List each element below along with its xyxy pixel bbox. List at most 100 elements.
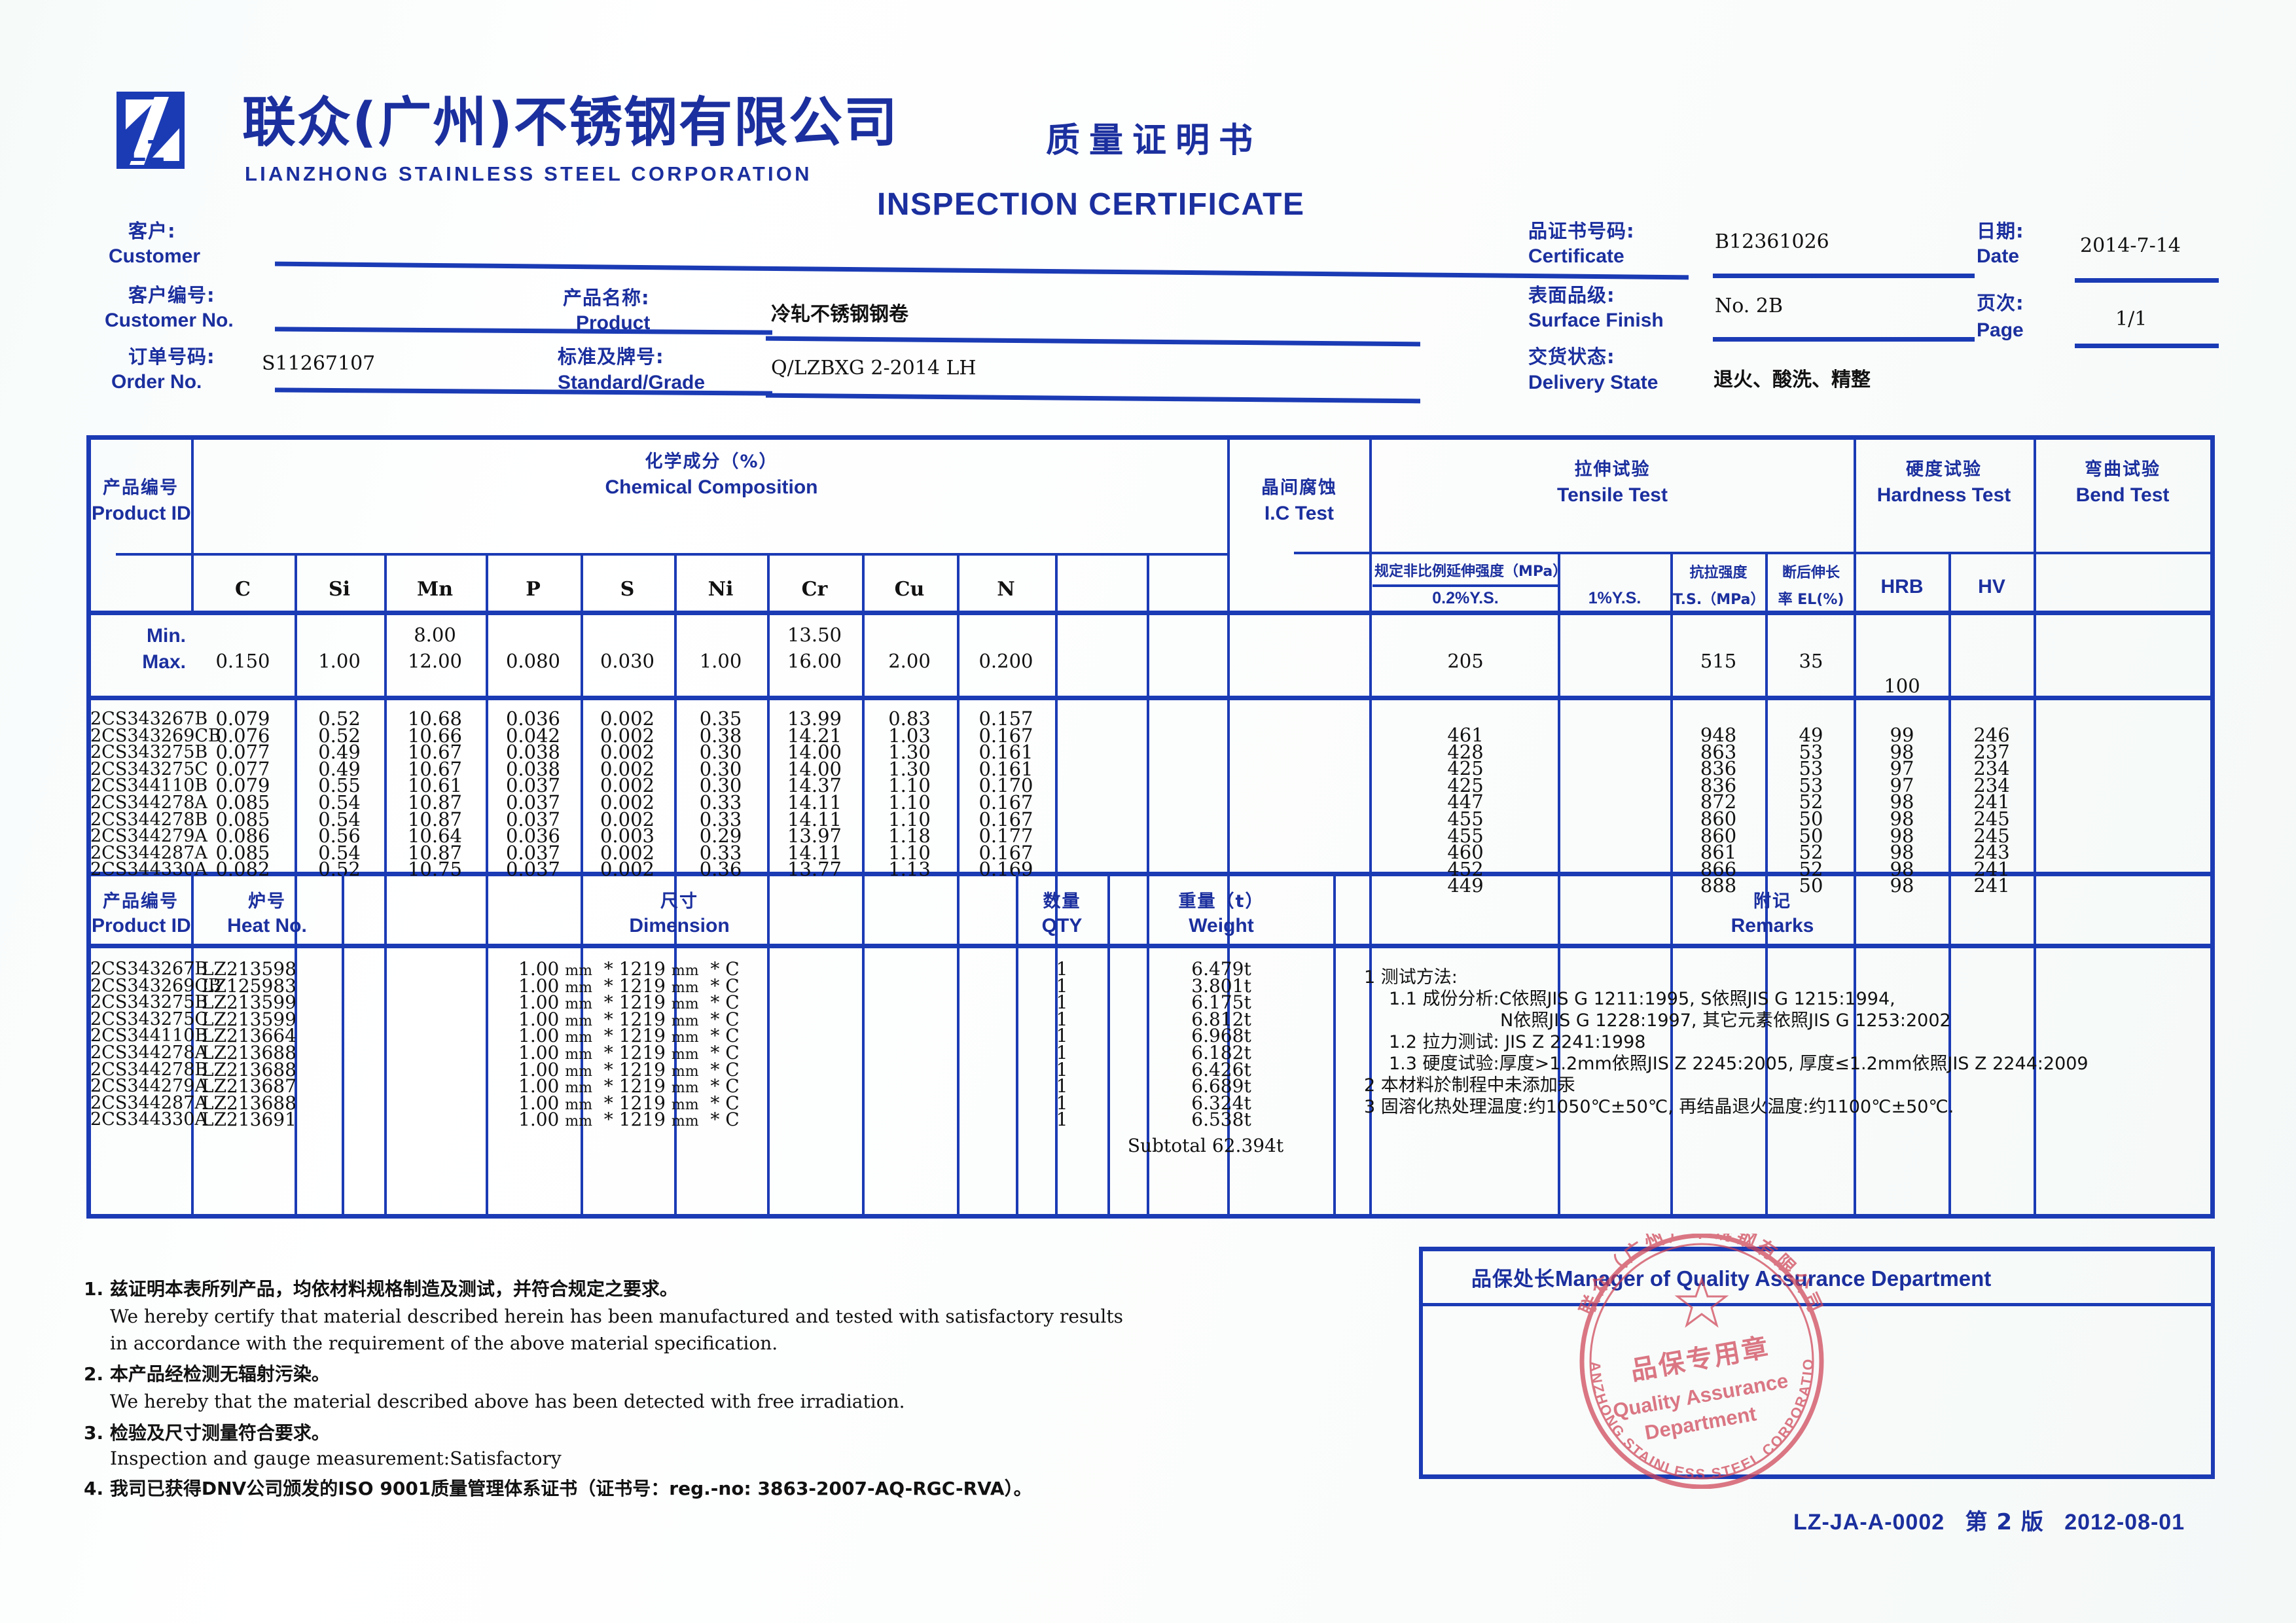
date-rule bbox=[2075, 278, 2219, 283]
chem-cell-cr: 14.11 bbox=[787, 841, 842, 864]
t2-col-heat-no-cell: LZ213599 bbox=[202, 991, 296, 1014]
remark-line: 1.2 拉力测试: JIS Z 2241:1998 bbox=[1389, 1032, 1646, 1052]
sig-left-border bbox=[1419, 1247, 1423, 1479]
chem-cell-ni: 0.33 bbox=[699, 791, 742, 813]
chem-cell-mn: 10.68 bbox=[407, 707, 463, 730]
chem-cell-c: 0.076 bbox=[215, 724, 270, 747]
remark-line: N依照JIS G 1228:1997, 其它元素依照JIS G 1253:200… bbox=[1500, 1010, 1951, 1031]
t2-col-weight-cell: 6.812t bbox=[1191, 1008, 1251, 1030]
chem-cell-mn: 10.87 bbox=[407, 841, 463, 864]
mech-cell-ts: 860 bbox=[1700, 808, 1737, 830]
mech-cell-ts: 836 bbox=[1700, 774, 1737, 796]
mech-cell-ys02: 455 bbox=[1447, 824, 1484, 847]
chem-cell-s: 0.002 bbox=[600, 707, 655, 730]
group-bend: 弯曲试验 Bend Test bbox=[2075, 459, 2170, 506]
surface-finish-value: No. 2B bbox=[1715, 294, 1783, 317]
chem-product-id: 2CS343267B bbox=[90, 709, 208, 729]
min-label: Min. bbox=[147, 625, 186, 647]
company-name-en: LIANZHONG STAINLESS STEEL CORPORATION bbox=[245, 162, 812, 185]
remark-line: 1 测试方法: bbox=[1364, 967, 1458, 988]
limit-max-c: 0.150 bbox=[215, 650, 270, 672]
certification-line-en: We hereby that the material described ab… bbox=[110, 1391, 905, 1412]
element-header-s: S bbox=[620, 578, 635, 601]
chem-cell-n: 0.167 bbox=[978, 724, 1033, 747]
chem-cell-p: 0.042 bbox=[505, 724, 561, 747]
mech-cell-hrb: 98 bbox=[1890, 808, 1914, 830]
mech-cell-hrb: 98 bbox=[1890, 824, 1914, 847]
ts-label-cn: 抗拉强度 bbox=[1689, 565, 1748, 581]
surface-finish-rule bbox=[1713, 337, 1975, 342]
t2-head-dimension: 尺寸 Dimension bbox=[629, 891, 730, 936]
mech-cell-ts: 863 bbox=[1700, 740, 1737, 763]
chem-product-id: 2CS344279A bbox=[90, 826, 207, 847]
mech-cell-ts: 861 bbox=[1700, 841, 1737, 864]
certification-line-en: We hereby certify that material describe… bbox=[110, 1306, 1123, 1327]
chem-cell-si: 0.52 bbox=[318, 724, 361, 747]
chem-cell-cr: 14.00 bbox=[787, 741, 842, 764]
limit-max-cr: 16.00 bbox=[787, 650, 842, 672]
chem-cell-cr: 13.97 bbox=[787, 825, 842, 847]
mech-cell-ys02: 460 bbox=[1447, 841, 1484, 864]
order-no-value: S11267107 bbox=[262, 352, 376, 375]
t2-col-dimension-cell: 1.00 mm * 1219 mm * C bbox=[518, 991, 740, 1014]
sig-bottom-border bbox=[1419, 1474, 2215, 1479]
remark-line: 1.3 硬度试验:厚度>1.2mm依照JIS Z 2245:2005, 厚度≤1… bbox=[1389, 1054, 2089, 1074]
document-title-en: INSPECTION CERTIFICATE bbox=[877, 187, 1305, 222]
t2-col-qty-cell: 1 bbox=[1056, 1092, 1068, 1114]
sep-hardness-bend bbox=[2034, 435, 2036, 1214]
company-name-cn: 联众(广州)不锈钢有限公司 bbox=[242, 92, 899, 154]
chem-cell-cr: 14.11 bbox=[787, 791, 842, 813]
mech-cell-ts: 948 bbox=[1700, 724, 1737, 746]
chem-cell-s: 0.002 bbox=[600, 791, 655, 813]
mech-cell-el: 49 bbox=[1799, 724, 1823, 746]
mech-cell-hrb: 97 bbox=[1890, 757, 1914, 780]
chem-cell-ni: 0.35 bbox=[699, 707, 742, 730]
table2-header-bottom-rule bbox=[86, 944, 2215, 948]
chem-cell-cu: 1.18 bbox=[888, 825, 931, 847]
chem-cell-mn: 10.61 bbox=[407, 774, 463, 797]
limit-min-cr: 13.50 bbox=[787, 624, 842, 646]
t2-col-qty-cell: 1 bbox=[1056, 1075, 1068, 1097]
chem-cell-si: 0.52 bbox=[318, 858, 361, 881]
page-value: 1/1 bbox=[2115, 308, 2147, 330]
order-no-label-cn: 订单号码: bbox=[128, 346, 215, 368]
sig-title: 品保处长Manager of Quality Assurance Departm… bbox=[1471, 1262, 1991, 1292]
t2-col-dimension-cell: 1.00 mm * 1219 mm * C bbox=[518, 1092, 740, 1114]
product-value: 冷轧不锈钢钢卷 bbox=[771, 303, 908, 326]
mech-cell-hv: 237 bbox=[1973, 740, 2010, 763]
chem-cell-s: 0.002 bbox=[600, 858, 655, 881]
chem-product-id: 2CS344110B bbox=[90, 776, 208, 796]
chem-cell-si: 0.49 bbox=[318, 757, 361, 780]
t2-col-qty-cell: 1 bbox=[1056, 991, 1068, 1014]
t2-head-remarks: 附记 Remarks bbox=[1731, 891, 1814, 936]
limit-max-n: 0.200 bbox=[978, 650, 1033, 672]
chem-cell-ni: 0.36 bbox=[699, 858, 742, 881]
svg-text:LZ: LZ bbox=[128, 134, 164, 168]
chem-cell-mn: 10.64 bbox=[407, 825, 463, 847]
standard-grade-rule bbox=[765, 393, 1421, 404]
standard-grade-value: Q/LZBXG 2-2014 LH bbox=[771, 357, 977, 380]
t2-col-heat-no-cell: LZ213688 bbox=[202, 1058, 296, 1080]
t2-col-weight-cell: 6.324t bbox=[1191, 1092, 1251, 1114]
doc-control-no: LZ-JA-A-0002 bbox=[1793, 1510, 1945, 1535]
chem-cell-s: 0.002 bbox=[600, 724, 655, 747]
limit-max-cu: 2.00 bbox=[888, 650, 931, 672]
hrb-label: HRB bbox=[1880, 576, 1924, 597]
chem-product-id: 2CS344278A bbox=[90, 793, 207, 813]
certification-line-cn: 2. 本产品经检测无辐射污染。 bbox=[84, 1363, 330, 1385]
chem-cell-n: 0.177 bbox=[978, 825, 1033, 847]
chem-cell-ni: 0.33 bbox=[699, 841, 742, 864]
mech-cell-ys02: 461 bbox=[1447, 724, 1484, 746]
chem-cell-p: 0.037 bbox=[505, 791, 561, 813]
elem-col-sep bbox=[1147, 553, 1149, 1214]
t2-col-qty-cell: 1 bbox=[1056, 974, 1068, 997]
order-no-label-en: Order No. bbox=[111, 371, 202, 393]
chem-cell-s: 0.002 bbox=[600, 774, 655, 797]
sig-top-border bbox=[1419, 1247, 2215, 1251]
mech-cell-el: 50 bbox=[1799, 874, 1823, 897]
t2-head-heat-no: 炉号 Heat No. bbox=[227, 891, 307, 936]
mech-subhead-divider bbox=[1294, 552, 2210, 554]
certificate-label-en: Certificate bbox=[1528, 245, 1624, 267]
sep-productid bbox=[191, 435, 194, 611]
mech-cell-ys02: 425 bbox=[1447, 757, 1484, 780]
